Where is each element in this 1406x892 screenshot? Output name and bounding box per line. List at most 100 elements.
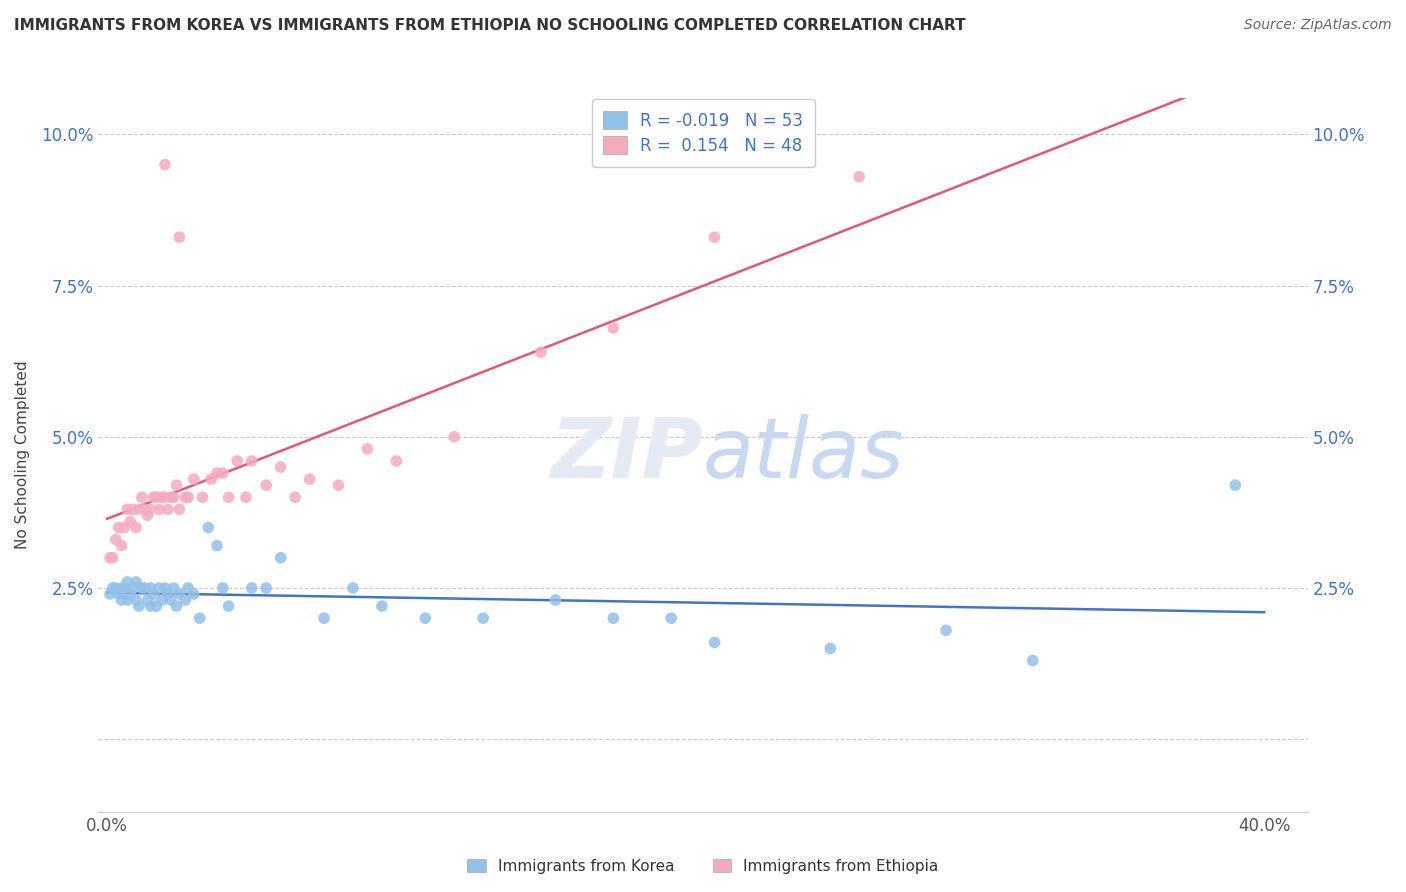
Point: [131, 490, 153, 504]
Point: [240, 581, 263, 595]
Point: [162, 581, 184, 595]
Point: [703, 635, 725, 649]
Point: [169, 230, 191, 244]
Point: [104, 581, 127, 595]
Point: [385, 454, 408, 468]
Point: [602, 611, 624, 625]
Point: [235, 490, 257, 504]
Point: [177, 581, 200, 595]
Point: [117, 593, 139, 607]
Point: [197, 520, 219, 534]
Point: [200, 472, 222, 486]
Point: [703, 230, 725, 244]
Point: [169, 502, 191, 516]
Point: [254, 581, 277, 595]
Point: [148, 502, 170, 516]
Point: [101, 581, 124, 595]
Point: [117, 502, 139, 516]
Point: [371, 599, 394, 613]
Point: [177, 490, 200, 504]
Point: [125, 520, 148, 534]
Point: [159, 593, 181, 607]
Point: [169, 587, 191, 601]
Point: [820, 641, 842, 656]
Y-axis label: No Schooling Completed: No Schooling Completed: [15, 360, 30, 549]
Point: [122, 581, 145, 595]
Point: [472, 611, 495, 625]
Point: [98, 550, 121, 565]
Point: [101, 550, 124, 565]
Point: [270, 460, 292, 475]
Point: [356, 442, 378, 456]
Point: [153, 581, 176, 595]
Point: [188, 611, 211, 625]
Point: [166, 599, 188, 613]
Point: [211, 466, 233, 480]
Legend: R = -0.019   N = 53, R =  0.154   N = 48: R = -0.019 N = 53, R = 0.154 N = 48: [592, 99, 814, 167]
Point: [205, 539, 228, 553]
Point: [1022, 654, 1045, 668]
Point: [218, 490, 240, 504]
Point: [134, 502, 156, 516]
Point: [174, 593, 197, 607]
Point: [156, 587, 179, 601]
Point: [544, 593, 567, 607]
Point: [120, 515, 142, 529]
Point: [284, 490, 307, 504]
Point: [107, 520, 129, 534]
Point: [270, 550, 292, 565]
Point: [98, 587, 121, 601]
Point: [125, 593, 148, 607]
Point: [153, 158, 176, 172]
Point: [218, 599, 240, 613]
Point: [136, 593, 159, 607]
Point: [145, 490, 167, 504]
Point: [342, 581, 364, 595]
Point: [602, 321, 624, 335]
Point: [211, 581, 233, 595]
Point: [298, 472, 321, 486]
Point: [114, 520, 136, 534]
Point: [139, 581, 162, 595]
Point: [183, 587, 205, 601]
Point: [205, 466, 228, 480]
Point: [254, 478, 277, 492]
Point: [136, 508, 159, 523]
Text: Source: ZipAtlas.com: Source: ZipAtlas.com: [1244, 18, 1392, 32]
Point: [134, 581, 156, 595]
Point: [191, 490, 214, 504]
Point: [139, 599, 162, 613]
Point: [110, 539, 132, 553]
Point: [107, 587, 129, 601]
Point: [110, 581, 132, 595]
Point: [159, 490, 181, 504]
Point: [148, 581, 170, 595]
Text: ZIP: ZIP: [550, 415, 703, 495]
Point: [183, 472, 205, 486]
Point: [104, 533, 127, 547]
Point: [145, 599, 167, 613]
Point: [530, 345, 553, 359]
Point: [128, 502, 150, 516]
Point: [226, 454, 249, 468]
Point: [142, 490, 165, 504]
Point: [150, 593, 173, 607]
Point: [312, 611, 335, 625]
Point: [443, 430, 465, 444]
Legend: Immigrants from Korea, Immigrants from Ethiopia: Immigrants from Korea, Immigrants from E…: [461, 853, 945, 880]
Point: [131, 581, 153, 595]
Point: [166, 478, 188, 492]
Point: [848, 169, 870, 184]
Point: [110, 593, 132, 607]
Point: [659, 611, 682, 625]
Point: [328, 478, 350, 492]
Point: [142, 587, 165, 601]
Point: [128, 599, 150, 613]
Point: [413, 611, 436, 625]
Point: [156, 502, 179, 516]
Point: [139, 502, 162, 516]
Point: [114, 581, 136, 595]
Point: [153, 490, 176, 504]
Text: atlas: atlas: [703, 415, 904, 495]
Point: [120, 587, 142, 601]
